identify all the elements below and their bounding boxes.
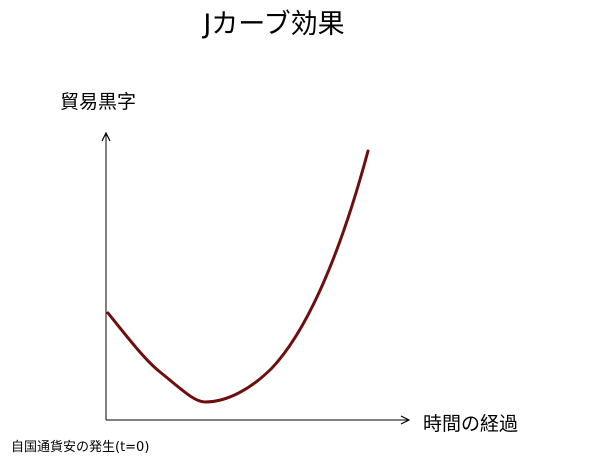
page-title: Jカーブ効果 [203,9,345,40]
origin-note: 自国通貨安の発生(t=0) [11,440,150,455]
j-curve [106,149,370,404]
y-axis-label: 貿易黒字 [60,91,137,113]
x-axis-label: 時間の経過 [423,413,519,435]
